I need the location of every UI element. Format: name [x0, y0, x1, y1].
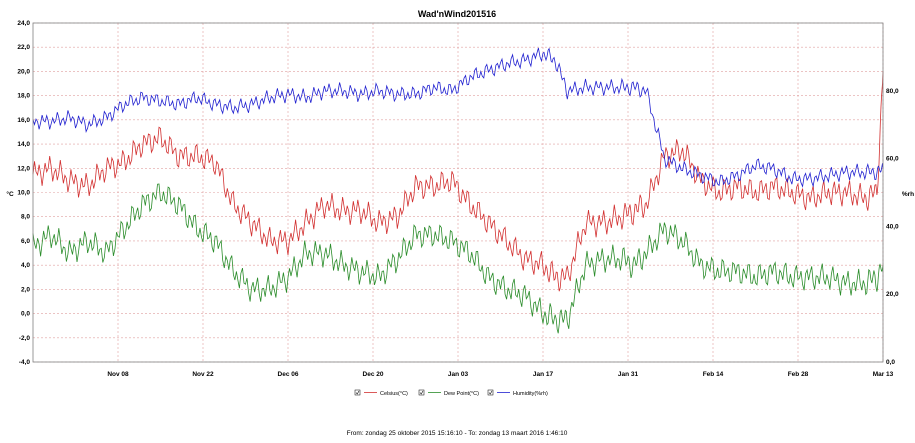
y-tick-label-left: 4,0 [21, 262, 30, 269]
series-line-2 [32, 47, 884, 188]
y-tick-label-left: 24,0 [17, 20, 30, 27]
y-tick-label-left: 14,0 [17, 141, 30, 148]
y-tick-label-left: 6,0 [21, 238, 30, 245]
legend-checkbox [487, 389, 494, 396]
check-icon [488, 390, 493, 395]
legend: Celsius(°C) Dew Point(°C) Humidity(%rh) [354, 389, 548, 397]
y-tick-label-left: 16,0 [17, 117, 30, 124]
y-axis-right-label: %rh [902, 191, 914, 198]
x-tick-label: Jan 31 [618, 371, 639, 378]
y-tick-label-left: 0,0 [21, 311, 30, 318]
x-tick-label: Jan 03 [448, 371, 469, 378]
legend-label: Celsius(°C) [380, 391, 408, 397]
check-icon [419, 390, 424, 395]
series-line-0 [32, 71, 884, 292]
x-tick-label: Feb 28 [788, 371, 809, 378]
x-tick-label: Dec 06 [278, 371, 299, 378]
y-tick-label-right: 0,0 [886, 359, 895, 366]
series-group [32, 47, 884, 334]
series-line-1 [32, 183, 884, 334]
x-tick-label: Dec 20 [363, 371, 384, 378]
x-tick-label: Nov 08 [107, 371, 129, 378]
y-tick-label-right: 20,0 [886, 291, 899, 298]
y-axis-left: -4,0 -2,0 0,0 2,0 4,0 6,0 8,0 10,0 12,0 14,0 16,0 1… [17, 20, 30, 366]
check-icon [355, 390, 360, 395]
chart-title: Wad'nWind201516 [418, 9, 496, 19]
y-tick-label-left: 8,0 [21, 214, 30, 221]
x-tick-label: Mar 13 [873, 371, 894, 378]
x-tick-label: Jan 17 [533, 371, 554, 378]
x-tick-label: Feb 14 [703, 371, 724, 378]
y-tick-label-left: 18,0 [17, 93, 30, 100]
plot-frame [32, 22, 884, 363]
y-tick-label-left: -4,0 [19, 359, 31, 366]
y-tick-label-left: 22,0 [17, 44, 30, 51]
y-tick-label-left: 2,0 [21, 286, 30, 293]
y-axis-right: 0,0 20,0 40,0 60,0 80,0 [886, 88, 899, 366]
grid [33, 22, 884, 363]
y-tick-label-right: 80,0 [886, 88, 899, 95]
legend-checkbox [418, 389, 425, 396]
y-tick-label-left: 20,0 [17, 68, 30, 75]
x-tick-label: Nov 22 [192, 371, 214, 378]
legend-label: Humidity(%rh) [513, 391, 548, 397]
y-tick-label-left: 12,0 [17, 165, 30, 172]
y-tick-label-right: 40,0 [886, 223, 899, 230]
footer-range: From: zondag 25 oktober 2015 15:16:10 - … [347, 430, 568, 437]
legend-label: Dew Point(°C) [444, 391, 479, 397]
y-tick-label-right: 60,0 [886, 156, 899, 163]
y-axis-left-label: °C [6, 190, 14, 198]
y-tick-label-left: -2,0 [19, 335, 31, 342]
x-axis: Nov 08 Nov 22 Dec 06 Dec 20 Jan 03 Jan 17 Jan … [107, 371, 893, 378]
legend-checkbox [354, 389, 361, 396]
y-tick-label-left: 10,0 [17, 190, 30, 197]
